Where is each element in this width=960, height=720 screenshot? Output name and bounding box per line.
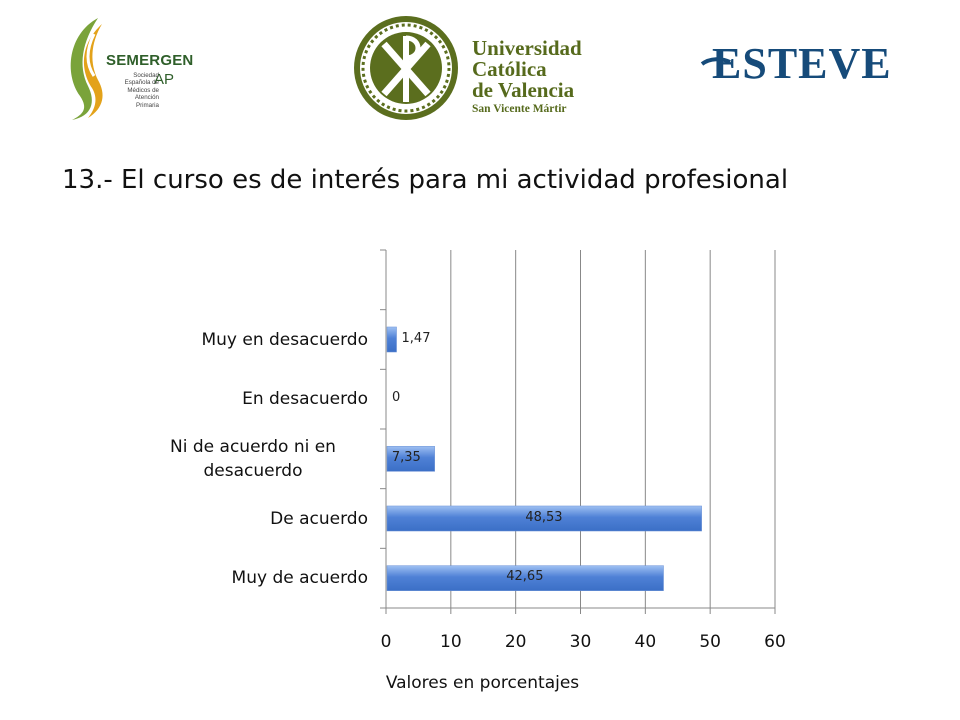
x-tick-label: 40 bbox=[634, 632, 657, 652]
x-tick-label: 50 bbox=[699, 632, 721, 652]
semergen-tagline: Sociedad Española de Médicos de Atención… bbox=[124, 72, 159, 109]
category-label-line: desacuerdo bbox=[203, 460, 303, 481]
ucv-name-line-2: Católica bbox=[472, 57, 547, 81]
bar-value-label: 1,47 bbox=[401, 330, 431, 346]
x-tick-label: 10 bbox=[440, 632, 462, 652]
bar-value-label: 42,65 bbox=[506, 569, 544, 585]
category-label-line: Muy en desacuerdo bbox=[201, 329, 368, 350]
category-label-line: De acuerdo bbox=[270, 508, 368, 529]
x-tick-label: 30 bbox=[569, 632, 592, 652]
semergen-swirl-icon bbox=[70, 18, 103, 120]
semergen-ap: AP bbox=[154, 71, 175, 88]
bar-value-label: 7,35 bbox=[391, 449, 421, 465]
esteve-logo: ESTEVE bbox=[700, 34, 900, 94]
bar-value-label: 48,53 bbox=[525, 509, 563, 525]
x-tick-label: 0 bbox=[380, 632, 392, 652]
x-tick-label: 60 bbox=[764, 632, 786, 652]
esteve-wordmark: ESTEVE bbox=[712, 39, 892, 88]
ucv-name-line-1: Universidad bbox=[472, 36, 582, 60]
category-label: En desacuerdo bbox=[138, 387, 368, 411]
category-label: De acuerdo bbox=[138, 507, 368, 531]
category-label: Muy de acuerdo bbox=[138, 566, 368, 590]
ucv-name-line-3: de Valencia bbox=[472, 78, 575, 102]
ucv-logo: Universidad Católica de Valencia San Vic… bbox=[352, 14, 592, 124]
x-axis-title: Valores en porcentajes bbox=[385, 673, 580, 693]
semergen-name: SEMERGEN bbox=[106, 52, 194, 69]
bar bbox=[386, 326, 397, 353]
bar-value-label: 0 bbox=[392, 390, 401, 406]
bar bbox=[386, 446, 435, 472]
bar bbox=[386, 565, 664, 591]
category-label-line: Ni de acuerdo ni en bbox=[170, 436, 336, 457]
x-tick-label: 20 bbox=[504, 632, 527, 652]
category-label-line: En desacuerdo bbox=[242, 389, 368, 410]
ucv-name-line-4: San Vicente Mártir bbox=[472, 103, 567, 115]
semergen-logo: SEMERGEN AP Sociedad Española de Médicos… bbox=[58, 14, 198, 124]
esteve-swoosh-icon bbox=[700, 57, 731, 66]
category-label: Muy en desacuerdo bbox=[138, 328, 368, 352]
chart-title: 13.- El curso es de interés para mi acti… bbox=[62, 165, 789, 195]
ucv-seal-icon bbox=[354, 16, 458, 120]
bar bbox=[386, 505, 702, 532]
category-label: Ni de acuerdo ni en desacuerdo bbox=[138, 435, 368, 483]
category-label-line: Muy de acuerdo bbox=[231, 568, 368, 589]
